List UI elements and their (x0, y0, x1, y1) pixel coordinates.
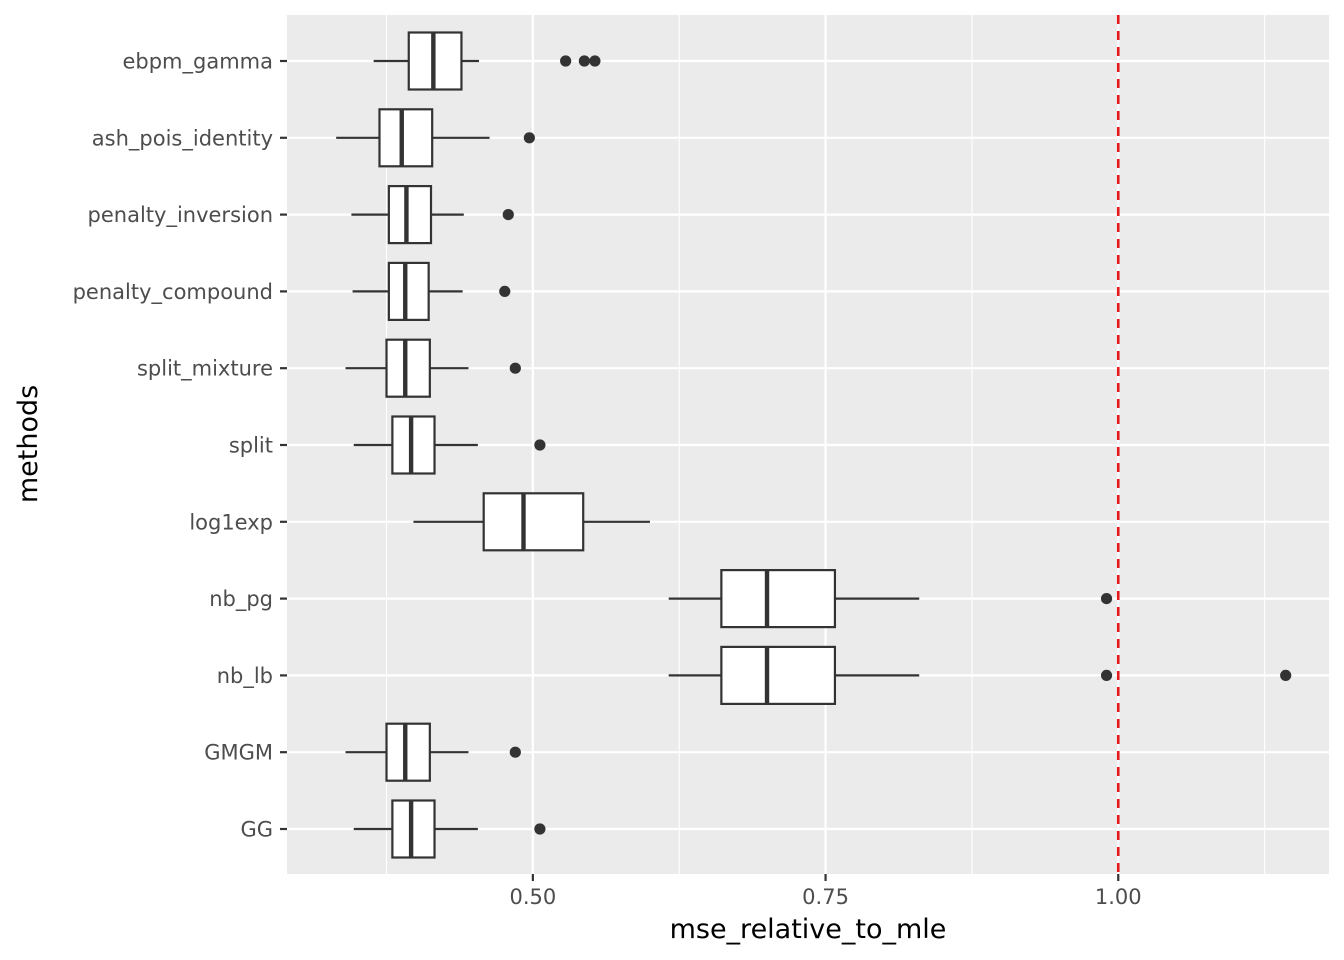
x-tick-label: 0.75 (802, 885, 849, 909)
y-tick-label: nb_lb (217, 664, 273, 689)
box-iqr (391, 415, 436, 475)
box-iqr (720, 568, 837, 629)
outlier-point (1280, 669, 1292, 682)
outlier-point (578, 55, 590, 67)
y-tick-label: penalty_inversion (88, 203, 273, 228)
outlier-point (560, 55, 572, 67)
box-GG (353, 799, 546, 859)
box-nb_pg (668, 568, 1113, 629)
outlier-point (509, 362, 521, 374)
x-axis: 0.50 0.75 1.00 (509, 874, 1142, 909)
outlier-point (1100, 669, 1113, 682)
box-iqr (391, 799, 436, 859)
boxes-layer (336, 31, 1292, 859)
y-tick-label: split (229, 434, 273, 458)
box-nb_lb (668, 645, 1292, 706)
box-penalty_compound (352, 261, 511, 321)
y-tick-label: nb_pg (209, 587, 273, 612)
outlier-point (509, 746, 521, 758)
y-tick-label: split_mixture (137, 357, 273, 382)
y-axis-title: methods (13, 385, 44, 503)
x-axis-title: mse_relative_to_mle (670, 914, 947, 945)
box-iqr (378, 108, 434, 168)
x-tick-label: 0.50 (509, 885, 556, 909)
outlier-point (523, 132, 535, 144)
box-iqr (720, 645, 837, 706)
outlier-point (534, 439, 546, 451)
y-tick-label: log1exp (189, 510, 273, 534)
box-ash_pois_identity (336, 108, 535, 168)
box-split_mixture (345, 338, 521, 398)
outlier-point (534, 823, 546, 835)
box-iqr (385, 338, 431, 398)
box-iqr (387, 261, 430, 321)
box-iqr (387, 185, 433, 245)
outlier-point (499, 285, 511, 297)
box-penalty_inversion (351, 185, 514, 245)
y-tick-label: ebpm_gamma (122, 50, 273, 75)
outlier-point (1100, 593, 1113, 605)
y-tick-label: GG (240, 818, 273, 842)
box-iqr (385, 722, 431, 782)
y-tick-label: ash_pois_identity (92, 126, 273, 151)
box-GMGM (345, 722, 521, 782)
y-axis: ebpm_gamma ash_pois_identity penalty_inver… (73, 50, 287, 842)
box-iqr (482, 492, 585, 552)
box-log1exp (413, 492, 650, 552)
box-split (353, 415, 546, 475)
outlier-point (502, 209, 514, 221)
outlier-point (589, 55, 601, 67)
y-tick-label: penalty_compound (73, 280, 273, 305)
box-ebpm_gamma (373, 31, 601, 91)
y-tick-label: GMGM (204, 741, 273, 765)
x-tick-label: 1.00 (1095, 885, 1142, 909)
